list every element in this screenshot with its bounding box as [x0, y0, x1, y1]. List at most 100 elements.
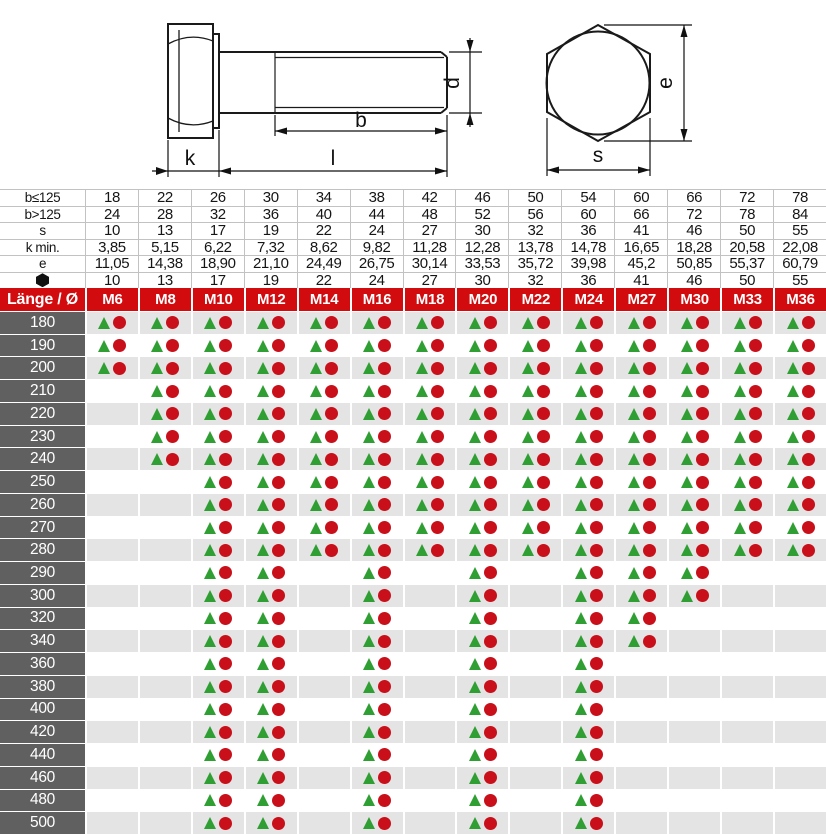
length-cell-270: 270 [0, 516, 85, 539]
triangle-icon [363, 316, 376, 329]
avail-480-m14 [298, 789, 350, 812]
triangle-icon [468, 521, 481, 534]
triangle-icon [204, 726, 217, 739]
dimension-value: 50,85 [667, 255, 721, 272]
avail-340-m24 [563, 630, 615, 653]
avail-480-m33 [722, 789, 774, 812]
triangle-icon [786, 407, 799, 420]
length-cell-280: 280 [0, 539, 85, 562]
dimension-value: 8,62 [296, 238, 350, 256]
avail-290-m16 [351, 562, 403, 584]
avail-240-m27 [616, 448, 668, 471]
triangle-icon [733, 498, 746, 511]
circle-icon [801, 475, 815, 489]
dimension-value: 26,75 [349, 255, 403, 272]
avail-190-m22 [510, 334, 562, 357]
circle-icon [748, 316, 762, 330]
triangle-icon [574, 817, 587, 830]
circle-icon [378, 361, 392, 375]
circle-icon [378, 702, 392, 716]
avail-220-m30 [669, 402, 721, 425]
triangle-icon [204, 316, 217, 329]
circle-icon [219, 793, 233, 807]
avail-460-m18 [404, 766, 456, 789]
circle-icon [589, 430, 603, 444]
avail-500-m14 [298, 812, 350, 834]
circle-icon [272, 634, 286, 648]
avail-250-m6 [87, 471, 138, 493]
dimension-value: 28 [137, 205, 191, 223]
col-header-m18: M18 [404, 288, 456, 311]
avail-320-m12 [245, 607, 297, 630]
circle-icon [483, 430, 497, 444]
dimension-value: 11,28 [402, 238, 456, 256]
circle-icon [378, 725, 392, 739]
circle-icon [589, 498, 603, 512]
avail-240-m12 [245, 448, 297, 471]
triangle-icon [416, 453, 429, 466]
circle-icon [589, 521, 603, 535]
triangle-icon [627, 339, 640, 352]
avail-420-m33 [722, 721, 774, 744]
triangle-icon [680, 316, 693, 329]
avail-290-m33 [722, 562, 774, 584]
dimension-value: 18 [85, 189, 138, 206]
circle-icon [483, 339, 497, 353]
triangle-icon [416, 476, 429, 489]
triangle-icon [468, 476, 481, 489]
dimension-row-label: s [0, 222, 85, 239]
avail-360-m18 [404, 653, 456, 675]
triangle-icon [627, 566, 640, 579]
circle-icon [589, 361, 603, 375]
circle-icon [589, 634, 603, 648]
label-b: b [355, 109, 367, 132]
triangle-icon [204, 589, 217, 602]
avail-230-m8 [139, 425, 191, 448]
length-cell-240: 240 [0, 448, 85, 471]
circle-icon [642, 316, 656, 330]
dimension-value: 60 [614, 189, 668, 206]
dimension-value: 45,2 [614, 255, 668, 272]
triangle-icon [468, 635, 481, 648]
dimension-value: 44 [349, 205, 403, 223]
dimension-value: 24,49 [296, 255, 350, 272]
avail-210-m6 [87, 380, 138, 402]
triangle-icon [257, 748, 270, 761]
triangle-icon [204, 476, 217, 489]
avail-480-m27 [616, 789, 668, 812]
circle-icon [378, 521, 392, 535]
circle-icon [272, 793, 286, 807]
dimension-value: 46 [667, 222, 721, 239]
circle-icon [589, 543, 603, 557]
avail-320-m8 [139, 607, 191, 630]
avail-230-m22 [510, 425, 562, 448]
avail-210-m12 [245, 380, 297, 402]
circle-icon [378, 339, 392, 353]
avail-280-m8 [139, 539, 191, 562]
circle-icon [272, 339, 286, 353]
circle-icon [431, 316, 445, 330]
length-cell-480: 480 [0, 789, 85, 812]
avail-480-m6 [87, 789, 138, 812]
avail-380-m20 [457, 675, 509, 698]
triangle-icon [468, 566, 481, 579]
dimension-value: 9,82 [349, 238, 403, 256]
col-header-m14: M14 [298, 288, 350, 311]
circle-icon [166, 316, 180, 330]
avail-190-m12 [245, 334, 297, 357]
avail-360-m20 [457, 653, 509, 675]
avail-240-m14 [298, 448, 350, 471]
dimension-value: 6,22 [190, 238, 244, 256]
avail-400-m30 [669, 698, 721, 721]
triangle-icon [416, 316, 429, 329]
avail-290-m22 [510, 562, 562, 584]
circle-icon [219, 611, 233, 625]
triangle-icon [468, 748, 481, 761]
circle-icon [219, 634, 233, 648]
avail-240-m10 [192, 448, 244, 471]
avail-400-m8 [139, 698, 191, 721]
avail-180-m20 [457, 312, 509, 334]
dimension-value: 66 [667, 189, 721, 206]
circle-icon [325, 407, 339, 421]
triangle-icon [468, 771, 481, 784]
